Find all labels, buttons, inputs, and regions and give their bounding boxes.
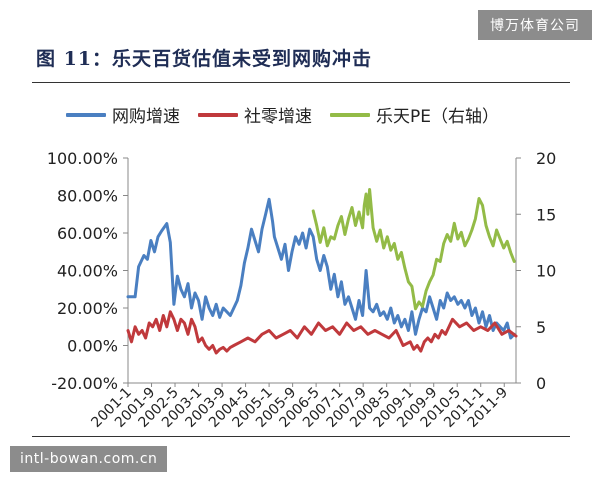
y-right-tick-label: 10: [536, 262, 556, 281]
chart-axes: -20.00% 0.00% 20.00% 40.00% 60.00% 80.00% 100.…: [47, 149, 557, 431]
y-left-tick-label: -20.00%: [51, 374, 118, 393]
y-left-tick-label: 80.00%: [57, 187, 118, 206]
y-right-tick-label: 15: [536, 205, 556, 224]
legend-swatch-retail: [198, 112, 238, 117]
y-right-tick-label: 5: [536, 318, 546, 337]
watermark-bottom: intl-bowan.com.cn: [10, 446, 168, 472]
legend-swatch-pe: [330, 112, 370, 117]
series-line-retail-growth: [126, 310, 518, 355]
legend-label-retail: 社零增速: [244, 107, 312, 127]
y-left-tick-label: 0.00%: [67, 337, 118, 356]
chart-legend: 网购增速 社零增速 乐天PE（右轴）: [66, 102, 517, 127]
y-right-tick-label: 0: [536, 374, 546, 393]
y-left-tick-label: 60.00%: [57, 224, 118, 243]
legend-swatch-online: [66, 112, 106, 117]
series-line-online-growth: [126, 197, 516, 340]
y-left-tick-label: 20.00%: [57, 299, 118, 318]
series-line-lotte-pe: [311, 188, 516, 311]
legend-item-online: 网购增速: [66, 102, 180, 127]
legend-label-pe: 乐天PE（右轴）: [376, 107, 499, 127]
legend-label-online: 网购增速: [112, 107, 180, 127]
y-right-tick-label: 20: [536, 149, 556, 168]
chart-series: [126, 188, 518, 355]
y-left-tick-label: 40.00%: [57, 262, 118, 281]
legend-item-pe: 乐天PE（右轴）: [330, 102, 499, 127]
y-left-tick-label: 100.00%: [47, 149, 118, 168]
title-divider: [32, 82, 570, 83]
watermark-top: 博万体育公司: [478, 10, 592, 40]
legend-item-retail: 社零增速: [198, 102, 312, 127]
footer-divider: [32, 436, 570, 437]
figure-title: 图 11：乐天百货估值未受到网购冲击: [36, 48, 373, 70]
